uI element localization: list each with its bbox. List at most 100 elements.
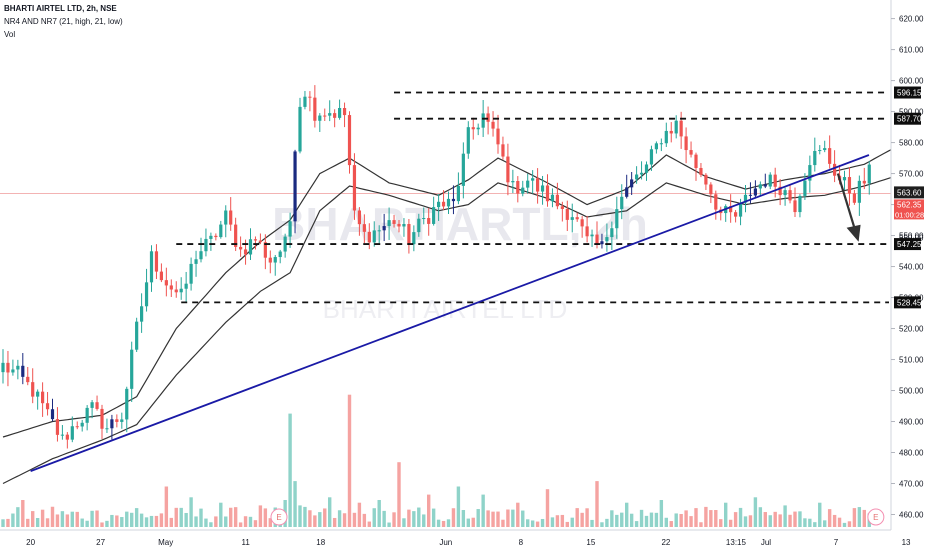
time-tick-label: 11 xyxy=(242,538,251,547)
candle-body xyxy=(387,220,391,227)
candle-body xyxy=(511,180,515,183)
candle-body xyxy=(842,177,847,181)
candle-body xyxy=(105,428,109,430)
candle-body xyxy=(550,194,555,202)
volume-bar xyxy=(60,511,65,527)
candle-body xyxy=(689,150,693,155)
volume-bar xyxy=(570,517,574,527)
candle-body xyxy=(481,113,485,128)
volume-bar xyxy=(818,502,822,527)
candle-body xyxy=(600,241,604,245)
volume-bar xyxy=(288,413,292,527)
volume-bar xyxy=(595,481,599,527)
time-tick-label: 8 xyxy=(519,538,524,547)
candle-body xyxy=(783,190,787,196)
candle-body xyxy=(625,187,629,197)
candle-body xyxy=(862,180,866,184)
candle-body xyxy=(214,235,218,238)
candle-body xyxy=(308,96,312,98)
volume-bar xyxy=(629,513,634,527)
candle-body xyxy=(21,365,25,377)
volume-bar xyxy=(545,489,550,527)
candle-body xyxy=(248,239,253,255)
candle-body xyxy=(758,184,762,189)
volume-bar xyxy=(496,511,500,527)
volume-bar xyxy=(199,508,203,527)
volume-bar xyxy=(139,513,144,527)
volume-bar xyxy=(392,512,396,527)
volume-bar xyxy=(407,509,411,527)
volume-bar xyxy=(491,511,495,527)
volume-bar xyxy=(258,505,263,527)
candle-body xyxy=(753,188,757,196)
volume-bar xyxy=(243,516,248,527)
volume-bar xyxy=(862,509,866,527)
earnings-marker xyxy=(867,508,885,526)
volume-bar xyxy=(233,507,238,527)
candle-body xyxy=(45,403,50,410)
candle-body xyxy=(560,206,564,209)
candle-body xyxy=(709,184,713,195)
time-tick-label: Jun xyxy=(439,538,452,547)
volume-bar xyxy=(664,517,668,527)
volume-bar xyxy=(332,517,337,527)
candle-body xyxy=(778,186,782,196)
volume-bar xyxy=(184,512,188,527)
candle-body xyxy=(729,206,733,213)
volume-bar xyxy=(367,521,371,527)
volume-bar xyxy=(85,520,89,527)
candle-body xyxy=(397,223,401,227)
volume-bar xyxy=(446,519,451,527)
volume-bar xyxy=(684,510,688,527)
time-tick-label: 13 xyxy=(902,538,911,547)
ma-lower-line xyxy=(2,172,924,485)
volume-bar xyxy=(337,510,342,527)
earnings-marker xyxy=(270,508,288,526)
candle-body xyxy=(437,201,441,208)
candle-body xyxy=(367,231,371,243)
volume-bar xyxy=(783,505,787,527)
volume-bar xyxy=(550,517,555,527)
candle-body xyxy=(521,187,525,194)
volume-bar xyxy=(422,514,426,527)
price-tick-label: 510.00 xyxy=(899,356,924,365)
volume-bar xyxy=(130,512,134,527)
candle-body xyxy=(31,382,35,397)
candle-body xyxy=(620,196,624,210)
candle-body xyxy=(808,165,812,181)
countdown-label: 01:00:28 xyxy=(895,210,924,219)
volume-bar xyxy=(100,522,104,527)
candle-body xyxy=(664,130,668,144)
volume-bar xyxy=(610,510,614,527)
volume-bar xyxy=(634,521,639,527)
price-axis[interactable]: 460.00 470.00 480.00 490.00 500.00 510.00 520.… xyxy=(890,0,932,550)
volume-bar xyxy=(803,518,807,527)
candle-body xyxy=(649,149,654,165)
last-price-tag xyxy=(894,186,924,199)
volume-bar xyxy=(694,508,698,527)
candle-body xyxy=(427,218,431,224)
candle-body xyxy=(828,148,832,164)
volume-legend[interactable]: Vol xyxy=(4,30,16,39)
indicator-legend[interactable]: NR4 AND NR7 (21, high, 21, low) xyxy=(4,17,123,26)
volume-bar xyxy=(535,521,540,527)
price-tick-label: 550.00 xyxy=(899,232,924,241)
volume-bar xyxy=(823,520,827,527)
price-tick-label: 550.00 xyxy=(899,234,924,243)
candle-body xyxy=(125,388,129,420)
arrow-head xyxy=(846,224,861,242)
candle-body xyxy=(199,251,203,260)
candle-body xyxy=(659,143,663,145)
candle-body xyxy=(234,224,238,247)
candle-body xyxy=(362,224,366,232)
volume-bar xyxy=(585,508,589,527)
price-tick-label: 460.00 xyxy=(899,511,924,520)
candle-body xyxy=(288,221,292,237)
candle-body xyxy=(615,209,619,229)
candle-body xyxy=(323,115,327,117)
candle-body xyxy=(41,391,45,404)
time-tick-label: May xyxy=(158,538,173,547)
